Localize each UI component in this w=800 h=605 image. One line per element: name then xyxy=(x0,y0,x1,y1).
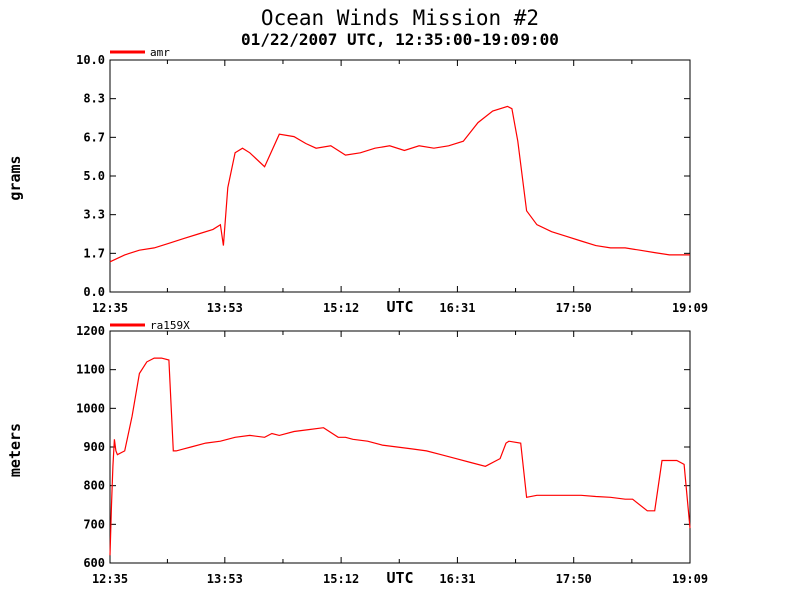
series-line-amr xyxy=(109,105,690,263)
x-tick-label: 15:12 xyxy=(323,301,359,315)
y-axis-label: grams xyxy=(6,155,24,200)
y-tick-label: 1100 xyxy=(76,363,105,377)
legend-label: amr xyxy=(150,46,170,59)
x-tick-label: 15:12 xyxy=(323,572,359,586)
y-tick-label: 600 xyxy=(83,556,105,570)
y-axis-label: meters xyxy=(6,423,24,477)
x-axis-label: UTC xyxy=(386,569,413,587)
y-tick-label: 6.7 xyxy=(83,130,105,144)
y-tick-label: 8.3 xyxy=(83,92,105,106)
x-tick-label: 19:09 xyxy=(672,301,708,315)
y-tick-label: 3.3 xyxy=(83,208,105,222)
x-tick-label: 16:31 xyxy=(439,572,475,586)
x-tick-label: 13:53 xyxy=(207,572,243,586)
y-tick-label: 800 xyxy=(83,479,105,493)
chart-title: Ocean Winds Mission #2 xyxy=(261,6,539,30)
x-axis-label: UTC xyxy=(386,298,413,316)
legend-label: ra159X xyxy=(150,319,190,332)
y-tick-label: 1000 xyxy=(76,401,105,415)
chart-subtitle: 01/22/2007 UTC, 12:35:00-19:09:00 xyxy=(241,30,559,49)
x-tick-label: 12:35 xyxy=(92,572,128,586)
x-tick-label: 16:31 xyxy=(439,301,475,315)
y-tick-label: 900 xyxy=(83,440,105,454)
y-tick-label: 10.0 xyxy=(76,53,105,67)
y-tick-label: 700 xyxy=(83,517,105,531)
x-tick-label: 17:50 xyxy=(556,572,592,586)
y-tick-label: 1.7 xyxy=(83,246,105,260)
x-tick-label: 12:35 xyxy=(92,301,128,315)
y-tick-label: 5.0 xyxy=(83,169,105,183)
x-tick-label: 13:53 xyxy=(207,301,243,315)
plot-frame xyxy=(109,59,691,293)
x-tick-label: 17:50 xyxy=(556,301,592,315)
x-tick-label: 19:09 xyxy=(672,572,708,586)
meters-panel: 600 700 800 900 1000 1100 1200 12:35 13:53 15:12 1… xyxy=(6,319,708,587)
y-tick-label: 1200 xyxy=(76,324,105,338)
grams-panel: 0.0 1.7 3.3 5.0 6.7 8.3 10.0 12:35 13:53 15:12 16:… xyxy=(6,46,708,316)
y-tick-label: 0.0 xyxy=(83,285,105,299)
series-line-ra159X xyxy=(109,357,691,556)
